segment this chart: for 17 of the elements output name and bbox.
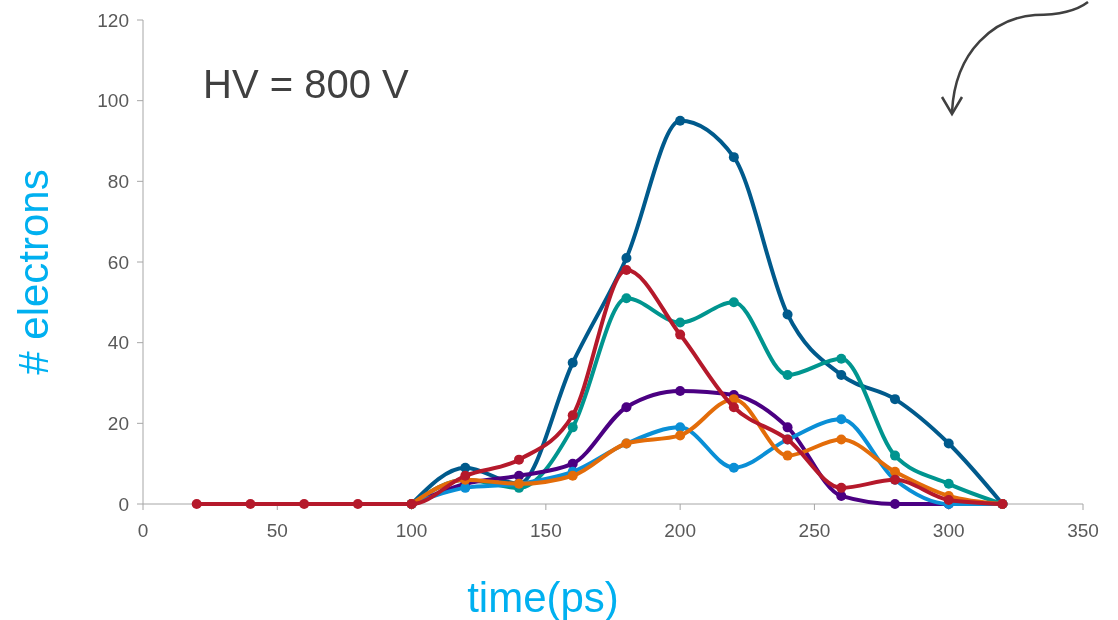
y-tick-label: 0 (118, 493, 129, 515)
y-tick-label: 80 (107, 170, 129, 192)
x-tick-label: 0 (137, 520, 149, 541)
x-tick-label: 150 (530, 520, 562, 541)
y-tick-label: 20 (107, 412, 129, 434)
y-tick-label: 120 (97, 9, 129, 31)
x-tick-label: 250 (798, 520, 831, 541)
x-tick-label: 350 (1067, 520, 1099, 541)
x-tick-label: 300 (932, 520, 965, 541)
x-tick-label: 50 (266, 520, 288, 541)
y-tick-label: 60 (107, 251, 129, 273)
x-tick-label: 200 (664, 520, 696, 541)
y-tick-label: 40 (107, 332, 129, 354)
annotation: HV = 800 V (203, 62, 409, 106)
x-tick-label: 100 (395, 520, 428, 541)
y-axis-title: # electrons (10, 169, 57, 375)
y-tick-label: 100 (97, 90, 129, 112)
